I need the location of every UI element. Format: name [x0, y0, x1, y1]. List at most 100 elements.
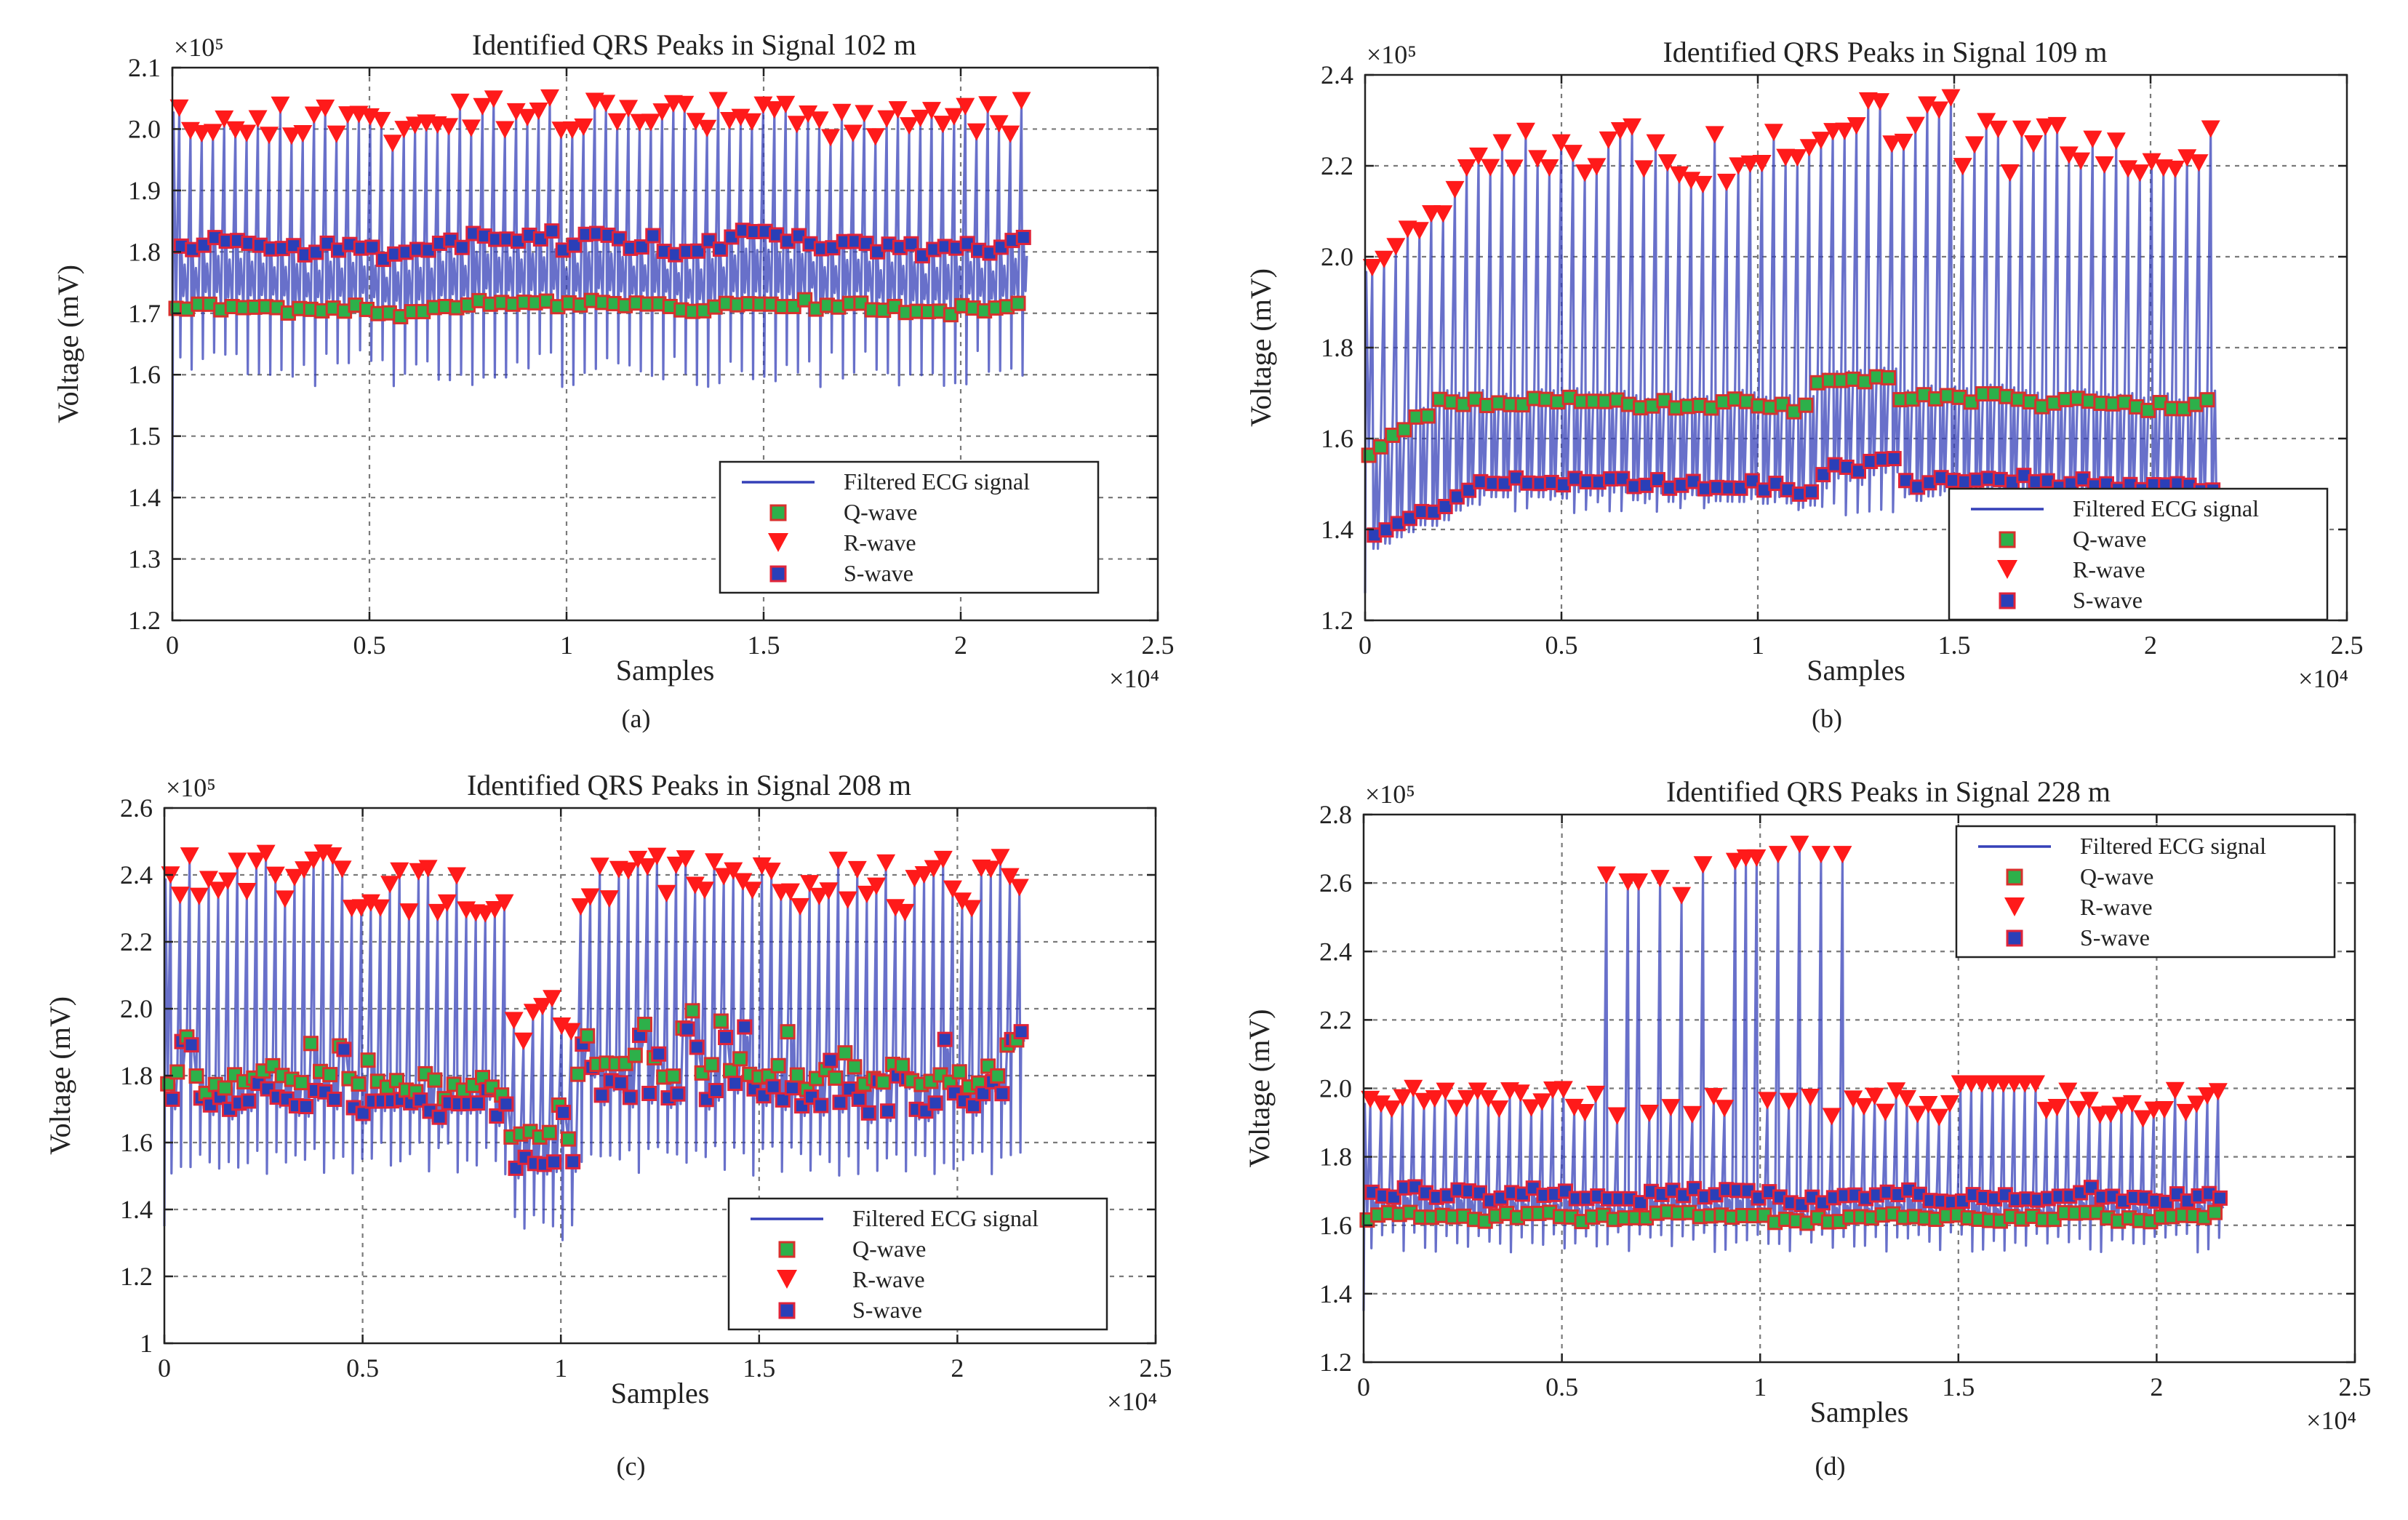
s-wave-marker — [1615, 471, 1631, 487]
r-wave-marker — [180, 847, 199, 865]
s-wave-marker — [1013, 1024, 1029, 1040]
r-wave-marker — [799, 105, 818, 124]
s-wave-marker — [412, 1092, 428, 1108]
x-tick-label: 1.5 — [743, 1353, 775, 1383]
r-wave-marker — [561, 1023, 581, 1041]
r-wave-marker — [2047, 1099, 2067, 1117]
s-wave-marker — [937, 1031, 953, 1047]
r-wave-marker — [1599, 131, 1618, 149]
r-wave-marker — [1623, 118, 1642, 136]
r-wave-marker — [2177, 149, 2197, 167]
r-wave-marker — [705, 853, 724, 871]
r-wave-marker — [1409, 222, 1429, 240]
r-wave-marker — [256, 844, 276, 863]
r-wave-marker — [383, 135, 402, 153]
s-wave-marker — [241, 1093, 257, 1109]
r-wave-marker — [372, 111, 391, 129]
x-tick-label: 0 — [1359, 631, 1372, 660]
legend-label: S-wave — [852, 1297, 922, 1323]
r-wave-marker — [914, 865, 934, 884]
r-wave-marker — [2059, 146, 2079, 164]
r-wave-marker — [316, 99, 335, 117]
r-wave-marker — [2069, 1100, 2089, 1119]
r-wave-marker — [924, 860, 943, 878]
r-wave-marker — [1468, 147, 1488, 165]
r-wave-marker — [1790, 836, 1809, 854]
r-wave-marker — [304, 851, 324, 869]
r-wave-marker — [418, 860, 438, 878]
r-wave-marker — [543, 990, 562, 1008]
s-wave-marker — [1015, 229, 1031, 245]
r-wave-marker — [1964, 136, 1984, 154]
s-wave-marker — [308, 244, 324, 260]
r-wave-marker — [1693, 856, 1713, 874]
r-wave-marker — [361, 894, 380, 912]
r-wave-marker — [743, 881, 762, 900]
r-wave-marker — [764, 101, 784, 119]
r-wave-marker — [1918, 96, 1937, 114]
r-wave-marker — [1425, 1089, 1444, 1108]
x-tick-label: 1 — [554, 1353, 567, 1383]
legend-label: Q-wave — [852, 1236, 926, 1262]
legend-label: S-wave — [2080, 924, 2150, 951]
q-wave-marker — [580, 1028, 596, 1044]
y-tick-label: 1.6 — [128, 360, 161, 389]
r-wave-marker — [1587, 158, 1607, 176]
r-wave-marker — [170, 887, 190, 905]
r-wave-marker — [215, 110, 234, 128]
r-wave-marker — [761, 863, 781, 881]
r-wave-marker — [209, 881, 228, 900]
q-wave-marker — [360, 1052, 376, 1068]
legend-label: R-wave — [852, 1266, 925, 1292]
x-multiplier: ×10⁴ — [1109, 664, 1159, 693]
r-wave-marker — [1457, 159, 1476, 177]
y-multiplier: ×10⁵ — [174, 33, 224, 62]
r-wave-marker — [281, 127, 301, 145]
r-wave-marker — [657, 884, 676, 903]
r-wave-marker — [390, 862, 409, 880]
r-wave-marker — [2122, 1095, 2142, 1113]
r-wave-marker — [1516, 122, 1535, 140]
r-wave-marker — [956, 97, 975, 116]
r-wave-marker — [580, 888, 600, 906]
r-wave-marker — [1563, 145, 1583, 163]
q-wave-marker — [797, 292, 813, 308]
r-wave-marker — [439, 118, 459, 136]
y-multiplier: ×10⁵ — [1367, 40, 1417, 69]
q-wave-marker — [943, 307, 959, 323]
r-wave-marker — [708, 92, 728, 110]
y-tick-label: 1.2 — [1319, 1348, 1352, 1377]
x-tick-label: 0 — [166, 631, 179, 660]
s-wave-marker — [183, 1037, 199, 1053]
r-wave-marker — [619, 862, 639, 880]
r-wave-marker — [847, 860, 867, 879]
r-wave-marker — [911, 109, 930, 127]
y-tick-label: 1.4 — [1319, 1279, 1352, 1308]
s-wave-marker — [565, 1153, 581, 1169]
r-wave-marker — [2133, 1110, 2153, 1128]
q-wave-marker — [828, 1070, 844, 1086]
r-wave-marker — [776, 95, 796, 113]
r-wave-marker — [1929, 101, 1949, 119]
q-wave-marker — [636, 1017, 652, 1033]
q-wave-marker — [561, 1131, 577, 1147]
r-wave-marker — [900, 117, 919, 135]
s-wave-marker — [1461, 482, 1477, 498]
r-wave-marker — [1940, 1095, 1959, 1113]
r-wave-marker — [1704, 1087, 1724, 1105]
r-wave-marker — [1854, 1097, 1873, 1116]
r-wave-marker — [843, 124, 863, 143]
s-wave-marker — [556, 1105, 572, 1121]
q-wave-marker — [322, 1067, 338, 1083]
r-wave-marker — [532, 998, 552, 1016]
r-wave-marker — [1414, 1092, 1433, 1111]
q-wave-marker — [570, 1066, 586, 1082]
s-wave-marker — [860, 1105, 876, 1121]
s-wave-marker — [364, 239, 380, 255]
r-wave-marker — [1811, 846, 1831, 864]
r-wave-marker — [1779, 1092, 1799, 1111]
r-wave-marker — [2012, 120, 2031, 138]
r-wave-marker — [685, 876, 705, 895]
y-tick-label: 1.8 — [1319, 1143, 1352, 1172]
q-wave-marker — [351, 1076, 367, 1092]
